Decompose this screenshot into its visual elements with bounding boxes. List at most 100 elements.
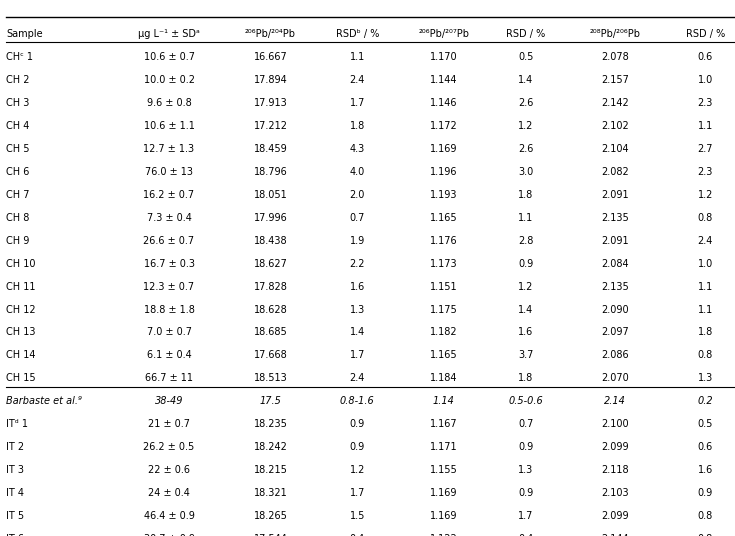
Text: 1.151: 1.151 <box>430 281 458 292</box>
Text: 2.0: 2.0 <box>350 190 365 200</box>
Text: 0.4: 0.4 <box>518 534 534 536</box>
Text: CH 15: CH 15 <box>6 373 35 383</box>
Text: 18.685: 18.685 <box>254 327 287 338</box>
Text: 2.091: 2.091 <box>601 190 629 200</box>
Text: ²⁰⁶Pb/²⁰⁷Pb: ²⁰⁶Pb/²⁰⁷Pb <box>418 28 470 39</box>
Text: CH 13: CH 13 <box>6 327 35 338</box>
Text: ²⁰⁸Pb/²⁰⁶Pb: ²⁰⁸Pb/²⁰⁶Pb <box>589 28 641 39</box>
Text: 1.0: 1.0 <box>698 76 713 85</box>
Text: 1.176: 1.176 <box>430 236 458 246</box>
Text: 1.6: 1.6 <box>698 465 713 475</box>
Text: CH 8: CH 8 <box>6 213 29 223</box>
Text: CH 3: CH 3 <box>6 98 29 108</box>
Text: 10.0 ± 0.2: 10.0 ± 0.2 <box>143 76 195 85</box>
Text: 24 ± 0.4: 24 ± 0.4 <box>148 488 190 498</box>
Text: Barbaste et al.⁹: Barbaste et al.⁹ <box>6 396 82 406</box>
Text: 10.6 ± 0.7: 10.6 ± 0.7 <box>143 53 195 63</box>
Text: 2.090: 2.090 <box>601 304 629 315</box>
Text: 12.7 ± 1.3: 12.7 ± 1.3 <box>143 144 195 154</box>
Text: 30.7 ± 0.9: 30.7 ± 0.9 <box>143 534 195 536</box>
Text: CH 2: CH 2 <box>6 76 29 85</box>
Text: 1.1: 1.1 <box>698 281 713 292</box>
Text: 0.5: 0.5 <box>518 53 534 63</box>
Text: 1.169: 1.169 <box>430 511 458 521</box>
Text: 16.2 ± 0.7: 16.2 ± 0.7 <box>143 190 195 200</box>
Text: 1.4: 1.4 <box>518 304 534 315</box>
Text: 18.8 ± 1.8: 18.8 ± 1.8 <box>143 304 195 315</box>
Text: 1.8: 1.8 <box>350 121 365 131</box>
Text: 0.8: 0.8 <box>698 213 713 223</box>
Text: 2.142: 2.142 <box>601 98 629 108</box>
Text: 0.2: 0.2 <box>698 396 713 406</box>
Text: 21 ± 0.7: 21 ± 0.7 <box>148 419 190 429</box>
Text: 17.668: 17.668 <box>254 351 287 360</box>
Text: 2.157: 2.157 <box>601 76 629 85</box>
Text: 2.118: 2.118 <box>601 465 629 475</box>
Text: 2.14: 2.14 <box>604 396 626 406</box>
Text: μg L⁻¹ ± SDᵃ: μg L⁻¹ ± SDᵃ <box>138 28 200 39</box>
Text: CH 6: CH 6 <box>6 167 29 177</box>
Text: 2.144: 2.144 <box>601 534 629 536</box>
Text: 17.544: 17.544 <box>254 534 287 536</box>
Text: CH 4: CH 4 <box>6 121 29 131</box>
Text: 1.144: 1.144 <box>430 76 458 85</box>
Text: 0.4: 0.4 <box>350 534 365 536</box>
Text: 18.796: 18.796 <box>254 167 287 177</box>
Text: 2.135: 2.135 <box>601 213 629 223</box>
Text: 18.459: 18.459 <box>254 144 287 154</box>
Text: 17.5: 17.5 <box>259 396 282 406</box>
Text: CH 11: CH 11 <box>6 281 35 292</box>
Text: 2.070: 2.070 <box>601 373 629 383</box>
Text: 1.1: 1.1 <box>698 304 713 315</box>
Text: 3.7: 3.7 <box>518 351 534 360</box>
Text: 9.6 ± 0.8: 9.6 ± 0.8 <box>147 98 191 108</box>
Text: 1.4: 1.4 <box>518 76 534 85</box>
Text: 1.5: 1.5 <box>350 511 365 521</box>
Text: 2.4: 2.4 <box>350 76 365 85</box>
Text: CH 9: CH 9 <box>6 236 29 246</box>
Text: 0.9: 0.9 <box>350 442 365 452</box>
Text: 1.14: 1.14 <box>433 396 455 406</box>
Text: 17.996: 17.996 <box>254 213 287 223</box>
Text: 76.0 ± 13: 76.0 ± 13 <box>145 167 193 177</box>
Text: 1.175: 1.175 <box>430 304 458 315</box>
Text: 2.6: 2.6 <box>518 144 534 154</box>
Text: 0.8: 0.8 <box>698 351 713 360</box>
Text: 26.6 ± 0.7: 26.6 ± 0.7 <box>143 236 195 246</box>
Text: CHᶜ 1: CHᶜ 1 <box>6 53 33 63</box>
Text: 2.4: 2.4 <box>698 236 713 246</box>
Text: 1.122: 1.122 <box>430 534 458 536</box>
Text: 1.7: 1.7 <box>350 488 365 498</box>
Text: 1.3: 1.3 <box>518 465 534 475</box>
Text: 66.7 ± 11: 66.7 ± 11 <box>145 373 193 383</box>
Text: 2.102: 2.102 <box>601 121 629 131</box>
Text: 1.3: 1.3 <box>698 373 713 383</box>
Text: 17.913: 17.913 <box>254 98 287 108</box>
Text: 2.091: 2.091 <box>601 236 629 246</box>
Text: 1.8: 1.8 <box>698 327 713 338</box>
Text: 0.6: 0.6 <box>698 53 713 63</box>
Text: 17.828: 17.828 <box>254 281 287 292</box>
Text: 1.1: 1.1 <box>698 121 713 131</box>
Text: 0.8: 0.8 <box>698 534 713 536</box>
Text: 1.9: 1.9 <box>350 236 365 246</box>
Text: 1.2: 1.2 <box>518 121 534 131</box>
Text: 0.8-1.6: 0.8-1.6 <box>340 396 375 406</box>
Text: CH 14: CH 14 <box>6 351 35 360</box>
Text: IT 5: IT 5 <box>6 511 24 521</box>
Text: CH 12: CH 12 <box>6 304 35 315</box>
Text: 1.169: 1.169 <box>430 488 458 498</box>
Text: 18.242: 18.242 <box>254 442 287 452</box>
Text: 6.1 ± 0.4: 6.1 ± 0.4 <box>147 351 191 360</box>
Text: 2.100: 2.100 <box>601 419 629 429</box>
Text: 1.165: 1.165 <box>430 213 458 223</box>
Text: 1.2: 1.2 <box>350 465 365 475</box>
Text: 2.084: 2.084 <box>601 259 629 269</box>
Text: 1.173: 1.173 <box>430 259 458 269</box>
Text: 18.265: 18.265 <box>254 511 287 521</box>
Text: CH 10: CH 10 <box>6 259 35 269</box>
Text: 0.7: 0.7 <box>350 213 365 223</box>
Text: 7.0 ± 0.7: 7.0 ± 0.7 <box>146 327 192 338</box>
Text: 1.193: 1.193 <box>430 190 458 200</box>
Text: 1.1: 1.1 <box>350 53 365 63</box>
